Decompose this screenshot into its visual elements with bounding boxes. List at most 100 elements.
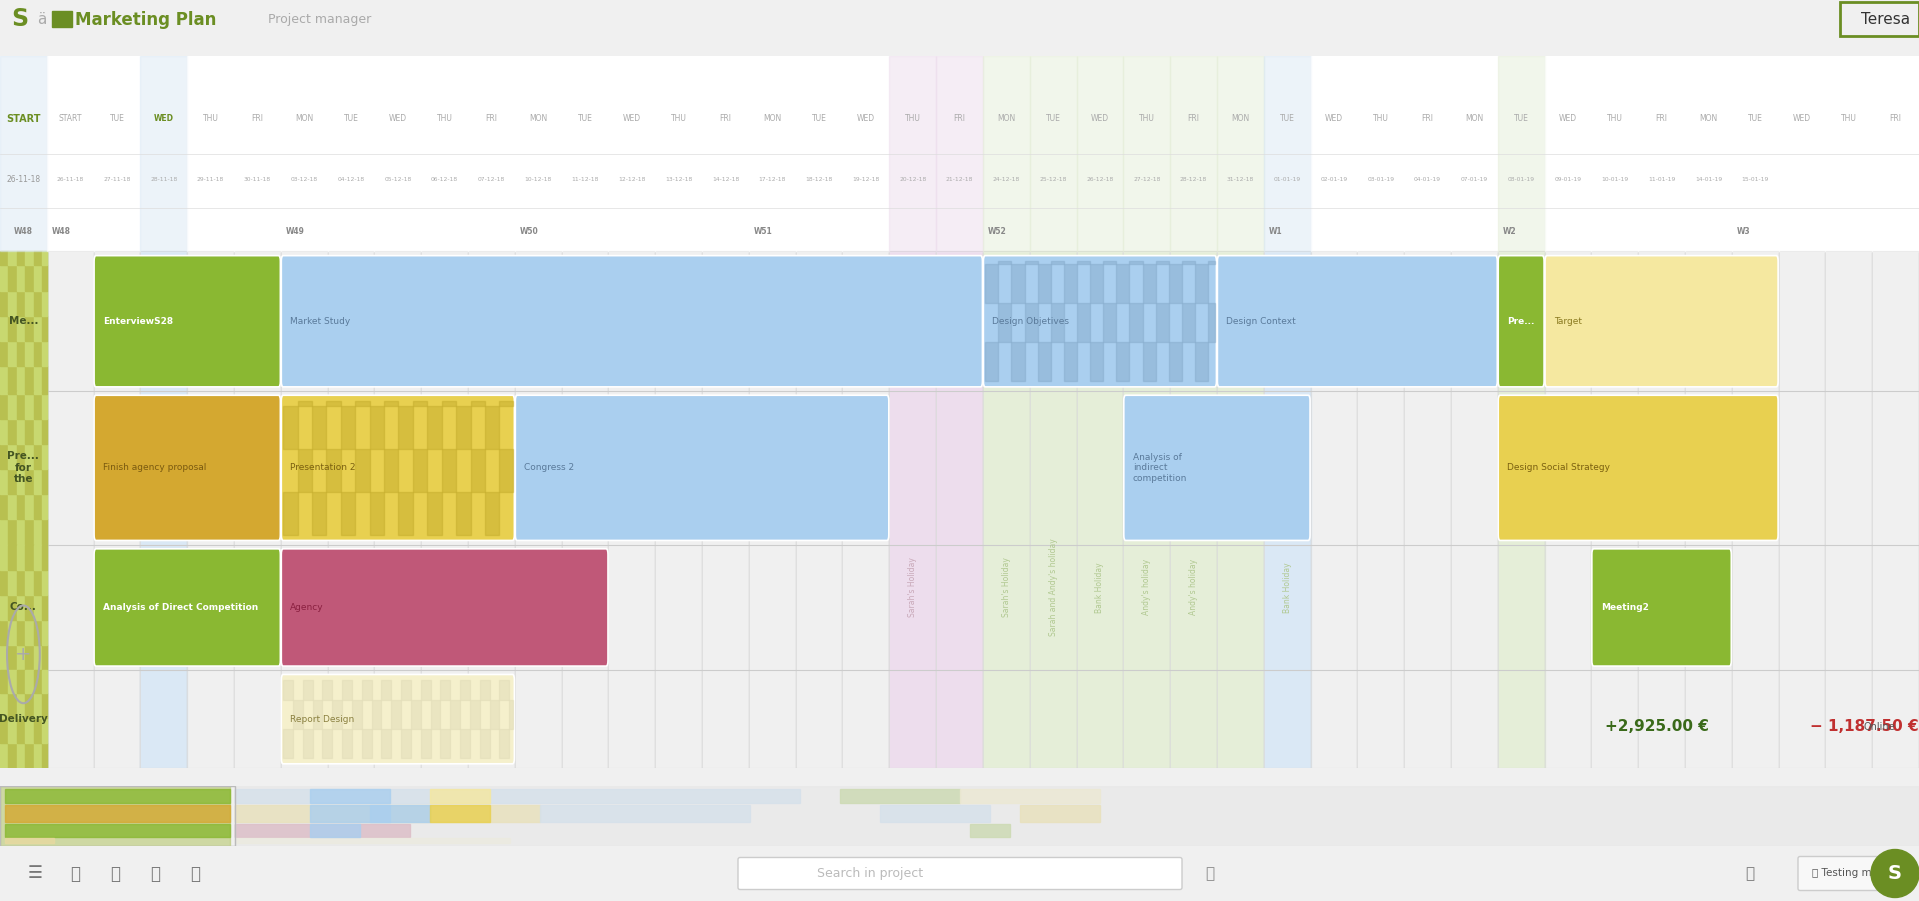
Bar: [280, 56, 328, 251]
Bar: [461, 680, 470, 699]
FancyBboxPatch shape: [94, 256, 280, 387]
Bar: [1123, 56, 1171, 251]
Bar: [351, 699, 363, 729]
Text: WED: WED: [1792, 114, 1812, 123]
Bar: [42, 718, 46, 742]
Text: 06-12-18: 06-12-18: [432, 177, 459, 182]
Bar: [0, 251, 46, 768]
Text: Presentation 2: Presentation 2: [290, 463, 355, 472]
Bar: [562, 56, 608, 251]
Text: WED: WED: [1090, 114, 1109, 123]
Bar: [35, 315, 42, 341]
Bar: [35, 520, 42, 544]
Bar: [35, 266, 42, 290]
Text: Co...: Co...: [10, 603, 36, 613]
Bar: [0, 394, 8, 419]
Text: 🔍: 🔍: [1205, 866, 1215, 881]
Bar: [1873, 56, 1919, 251]
Text: 30-11-18: 30-11-18: [244, 177, 271, 182]
Text: 07-12-18: 07-12-18: [478, 177, 505, 182]
Bar: [1025, 303, 1038, 342]
Bar: [284, 729, 294, 759]
Bar: [17, 520, 25, 544]
Bar: [35, 391, 42, 394]
Bar: [234, 56, 280, 251]
Text: ä: ä: [36, 12, 46, 26]
FancyBboxPatch shape: [1217, 256, 1497, 387]
Text: Andy's holiday: Andy's holiday: [1190, 560, 1197, 615]
Text: 🎨: 🎨: [150, 864, 159, 882]
Text: TUE: TUE: [344, 114, 359, 123]
Bar: [140, 56, 188, 768]
Bar: [480, 729, 489, 759]
Bar: [17, 444, 25, 469]
Bar: [297, 449, 313, 492]
Bar: [17, 595, 25, 620]
Text: W51: W51: [754, 227, 771, 236]
Bar: [25, 341, 35, 366]
Text: 👥: 👥: [109, 864, 121, 882]
Bar: [486, 405, 499, 449]
Text: 20-12-18: 20-12-18: [900, 177, 927, 182]
Bar: [1169, 264, 1182, 303]
Bar: [1123, 56, 1171, 768]
Bar: [140, 56, 188, 251]
Text: Analysis of
indirect
competition: Analysis of indirect competition: [1132, 453, 1188, 483]
Bar: [8, 315, 17, 341]
Bar: [42, 693, 46, 718]
Text: Project manager: Project manager: [259, 13, 370, 25]
Bar: [499, 401, 512, 405]
Bar: [441, 729, 451, 759]
Bar: [25, 469, 35, 495]
Bar: [936, 56, 983, 768]
Bar: [842, 56, 888, 251]
Text: 04-12-18: 04-12-18: [338, 177, 365, 182]
Text: TUE: TUE: [1514, 114, 1529, 123]
Bar: [0, 469, 8, 495]
FancyBboxPatch shape: [1798, 857, 1907, 890]
Bar: [17, 341, 25, 366]
Bar: [311, 789, 390, 803]
Bar: [411, 699, 420, 729]
Bar: [441, 401, 457, 405]
Bar: [1103, 303, 1117, 342]
Bar: [342, 729, 351, 759]
Bar: [42, 290, 46, 315]
Text: Meeting2: Meeting2: [1600, 603, 1648, 612]
Bar: [35, 495, 42, 520]
Text: Design Social Strategy: Design Social Strategy: [1506, 463, 1610, 472]
Bar: [8, 366, 17, 391]
Bar: [25, 391, 35, 394]
Bar: [984, 342, 998, 381]
Bar: [0, 419, 8, 444]
Bar: [25, 742, 35, 768]
Bar: [8, 520, 17, 544]
Bar: [1731, 56, 1779, 251]
Text: 02-01-19: 02-01-19: [1320, 177, 1347, 182]
Bar: [25, 569, 35, 595]
Bar: [42, 391, 46, 394]
Bar: [998, 261, 1011, 264]
Bar: [294, 699, 303, 729]
Bar: [8, 670, 17, 693]
Bar: [313, 492, 326, 535]
Bar: [1497, 56, 1545, 768]
Bar: [35, 645, 42, 670]
Text: S: S: [1888, 864, 1902, 883]
Bar: [35, 394, 42, 419]
Bar: [311, 805, 390, 822]
Bar: [1077, 56, 1123, 768]
Bar: [25, 670, 35, 693]
Text: 24-12-18: 24-12-18: [992, 177, 1019, 182]
Bar: [35, 620, 42, 645]
Text: MON: MON: [1232, 114, 1249, 123]
Bar: [355, 449, 370, 492]
Bar: [420, 729, 430, 759]
FancyBboxPatch shape: [94, 396, 280, 541]
Text: 27-11-18: 27-11-18: [104, 177, 130, 182]
Bar: [1825, 56, 1873, 251]
Bar: [25, 693, 35, 718]
Bar: [391, 699, 401, 729]
Text: W48: W48: [52, 227, 71, 236]
Bar: [461, 729, 470, 759]
